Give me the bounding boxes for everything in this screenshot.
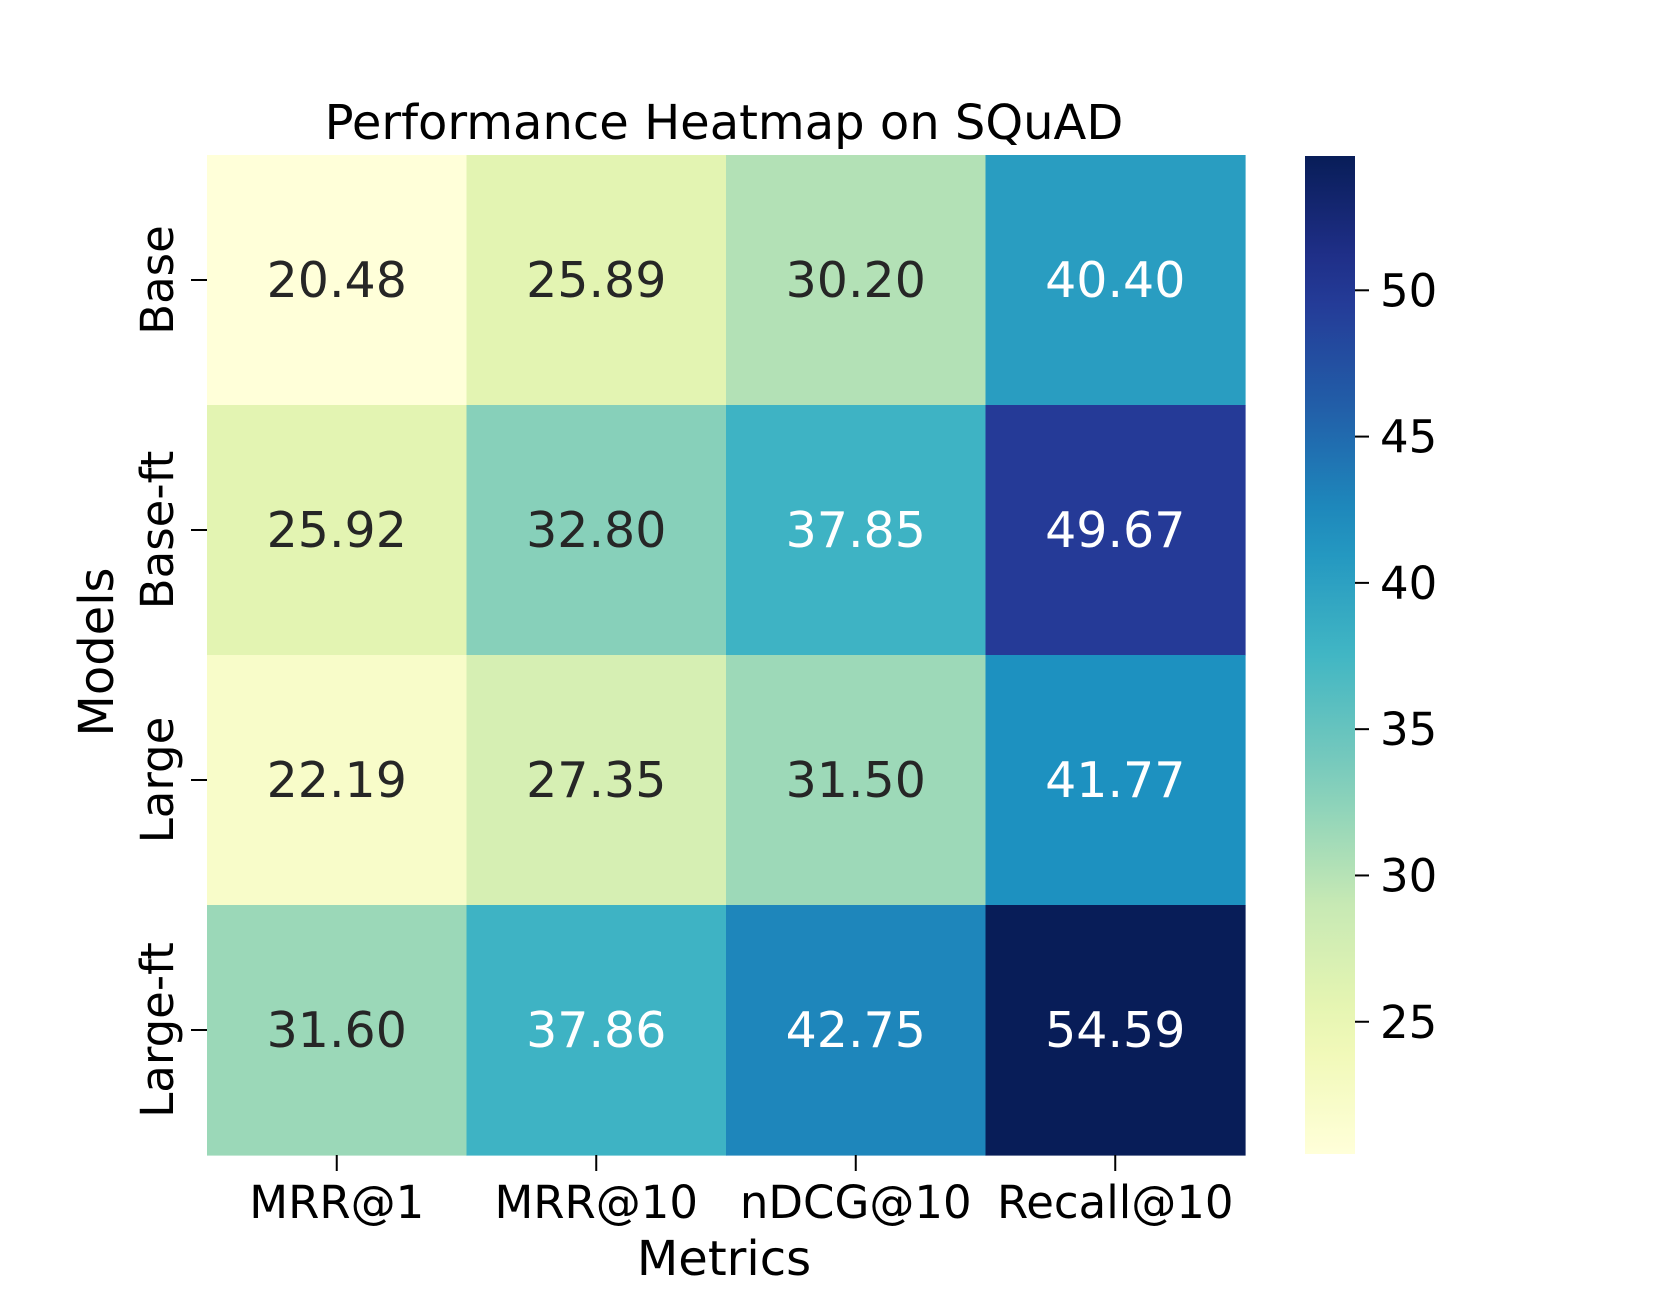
cell-value-label: 49.67 [1045, 502, 1185, 559]
cell-value-label: 25.92 [267, 502, 407, 559]
cell-value-label: 41.77 [1045, 752, 1185, 809]
heatmap-cell-large-ft-1 [466, 905, 727, 1156]
y-tick-label: Base [131, 225, 184, 335]
colorbar-tick-label: 30 [1380, 849, 1437, 902]
cell-value-label: 42.75 [786, 1002, 926, 1059]
cell-value-label: 31.50 [786, 752, 926, 809]
x-tick-label: nDCG@10 [740, 1176, 972, 1229]
x-tick-label: MRR@10 [494, 1176, 698, 1229]
colorbar [1305, 156, 1355, 1154]
colorbar-tick-label: 25 [1380, 996, 1437, 1049]
heatmap-cell-base-ft-3 [985, 405, 1246, 656]
heatmap-cell-large-3 [985, 655, 1246, 906]
heatmap-cell-base-2 [726, 155, 987, 406]
cell-value-label: 40.40 [1045, 252, 1185, 309]
heatmap-cell-labels: 20.48 25.89 30.20 40.40 25.92 32.80 37.85 49.67… [267, 252, 1186, 1059]
cell-value-label: 37.85 [786, 502, 926, 559]
heatmap-cell-base-1 [466, 155, 727, 406]
y-axis-label: Models [69, 567, 125, 736]
cell-value-label: 20.48 [267, 252, 407, 309]
heatmap-cell-large-2 [726, 655, 987, 906]
heatmap-cell-base-ft-1 [466, 405, 727, 656]
heatmap-cell-base-0 [207, 155, 468, 406]
heatmap-cell-large-ft-0 [207, 905, 468, 1156]
chart-title: Performance Heatmap on SQuAD [325, 95, 1124, 151]
cell-value-label: 31.60 [267, 1002, 407, 1059]
colorbar-tick-label: 50 [1380, 264, 1437, 317]
x-axis-ticks: MRR@1 MRR@10 nDCG@10 Recall@10 [249, 1155, 1234, 1229]
x-tick-label: MRR@1 [249, 1176, 424, 1229]
y-tick-label: Base-ft [131, 451, 184, 610]
cell-value-label: 25.89 [526, 252, 666, 309]
colorbar-ticks: 25 30 35 40 45 50 [1355, 264, 1437, 1049]
heatmap-cell-large-1 [466, 655, 727, 906]
cell-value-label: 27.35 [526, 752, 666, 809]
cell-value-label: 37.86 [526, 1002, 666, 1059]
colorbar-tick-label: 40 [1380, 557, 1437, 610]
cell-value-label: 30.20 [786, 252, 926, 309]
heatmap-cell-large-0 [207, 655, 468, 906]
y-tick-label: Large-ft [131, 942, 184, 1118]
heatmap-cell-base-ft-0 [207, 405, 468, 656]
heatmap-cell-large-ft-3 [985, 905, 1246, 1156]
heatmap-cell-base-ft-2 [726, 405, 987, 656]
colorbar-tick-label: 45 [1380, 411, 1437, 464]
heatmap-cells [207, 155, 1246, 1156]
cell-value-label: 54.59 [1045, 1002, 1185, 1059]
x-tick-label: Recall@10 [997, 1176, 1234, 1229]
y-tick-label: Large [131, 717, 184, 844]
y-axis-ticks: Base Base-ft Large Large-ft [131, 225, 207, 1118]
x-axis-label: Metrics [637, 1231, 811, 1287]
heatmap-cell-base-3 [985, 155, 1246, 406]
cell-value-label: 32.80 [526, 502, 666, 559]
colorbar-tick-label: 35 [1380, 703, 1437, 756]
heatmap-cell-large-ft-2 [726, 905, 987, 1156]
cell-value-label: 22.19 [267, 752, 407, 809]
